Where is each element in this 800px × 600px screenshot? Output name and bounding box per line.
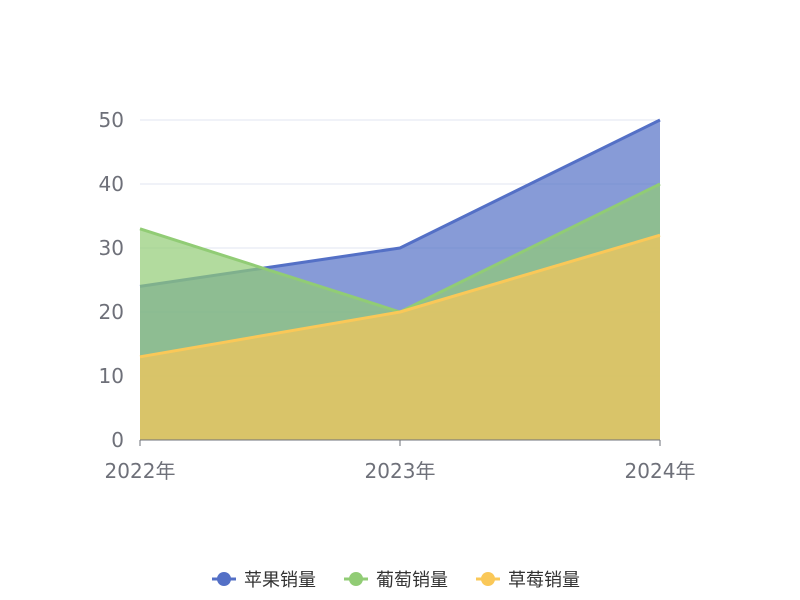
legend-item-2[interactable]: 草莓销量 (476, 570, 580, 591)
legend-circle-icon (481, 572, 495, 586)
legend-label: 草莓销量 (508, 570, 580, 591)
y-tick-label: 50 (99, 108, 124, 132)
area-fill-series-2 (140, 235, 660, 440)
y-tick-label: 20 (99, 300, 124, 324)
y-tick-label: 40 (99, 172, 124, 196)
y-tick-label: 10 (99, 364, 124, 388)
series-line-2 (139, 233, 661, 359)
legend-label: 葡萄销量 (376, 570, 448, 591)
legend-circle-icon (349, 572, 363, 586)
legend-item-1[interactable]: 葡萄销量 (344, 570, 448, 591)
area-series (139, 118, 661, 440)
x-tick-label: 2022年 (105, 459, 176, 483)
legend[interactable]: 苹果销量 葡萄销量 草莓销量 (212, 570, 580, 591)
y-tick-label: 0 (111, 428, 124, 452)
legend-item-0[interactable]: 苹果销量 (212, 570, 316, 591)
y-tick-label: 30 (99, 236, 124, 260)
x-tick-label: 2023年 (365, 459, 436, 483)
x-tick-label: 2024年 (625, 459, 696, 483)
legend-circle-icon (217, 572, 231, 586)
legend-label: 苹果销量 (244, 570, 316, 591)
axes: 0 10 20 30 40 50 2022年 2023年 2024年 (99, 108, 696, 483)
